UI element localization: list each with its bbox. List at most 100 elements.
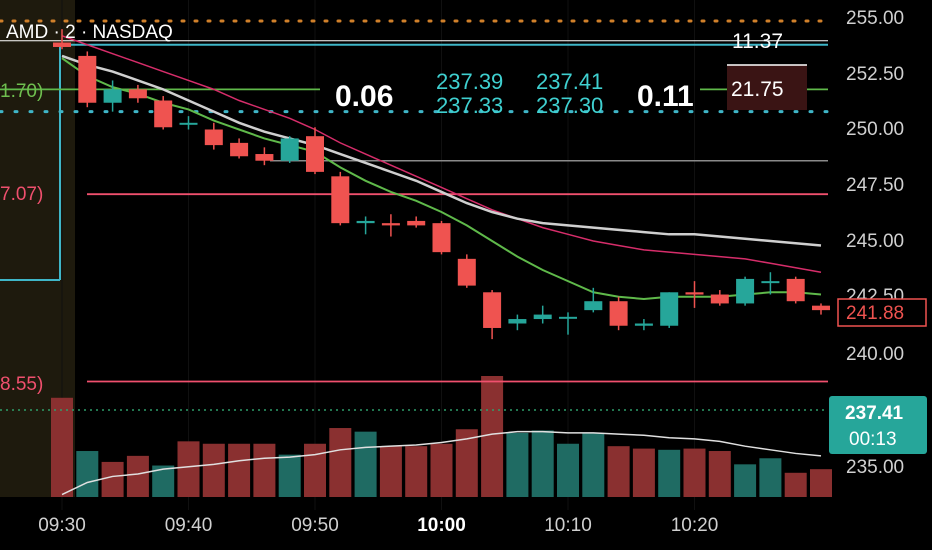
left-label-red-lower: 8.55) xyxy=(0,374,43,395)
candle-body xyxy=(483,292,502,328)
volume-bar xyxy=(531,430,554,497)
volume-bar xyxy=(278,454,301,497)
ask-top-value: 237.41 xyxy=(536,69,603,94)
last-price-box xyxy=(837,298,927,327)
spread-left-value: 0.06 xyxy=(335,80,393,113)
current-price-box xyxy=(829,396,927,454)
candle-body xyxy=(457,258,476,286)
candle-body xyxy=(331,176,350,224)
volume-bar xyxy=(126,455,149,497)
price-tick: 247.50 xyxy=(846,175,904,196)
volume-bar xyxy=(379,446,402,497)
volume-bar xyxy=(784,472,807,497)
volume-bar xyxy=(683,448,706,497)
candle-body xyxy=(685,292,704,295)
volume-bar xyxy=(455,429,478,497)
candle-body xyxy=(128,89,147,99)
candle-body xyxy=(306,136,324,172)
candle-body xyxy=(280,138,299,161)
candle-body xyxy=(230,142,249,157)
bid-top-value: 237.39 xyxy=(436,69,503,94)
time-tick-label: 10:20 xyxy=(671,515,719,536)
volume-bar xyxy=(734,464,757,497)
candle-body xyxy=(432,223,451,253)
quote-readouts: 0.06 237.39 237.33 237.41 237.30 0.11 11… xyxy=(335,30,807,118)
volume-bar xyxy=(481,376,504,497)
volume-bar xyxy=(51,397,73,497)
volume-bar xyxy=(582,432,605,497)
candle-body xyxy=(103,89,122,103)
time-tick-label: 09:30 xyxy=(38,515,86,536)
volume-bar xyxy=(607,446,630,497)
candle-body xyxy=(255,154,274,161)
volume-bar xyxy=(506,432,529,497)
price-tick: 240.00 xyxy=(846,344,904,365)
volume-ma-line xyxy=(61,430,822,496)
price-tick: 252.50 xyxy=(846,64,904,85)
candle-body xyxy=(179,122,198,125)
candles xyxy=(53,29,830,340)
candle-body xyxy=(53,42,71,47)
ma-mid-line xyxy=(61,54,822,247)
price-tick: 250.00 xyxy=(846,119,904,140)
price-tick: 235.00 xyxy=(846,457,904,478)
left-label-green: 1.70) xyxy=(0,81,43,102)
volume-bar xyxy=(152,465,175,497)
candle-body xyxy=(381,223,400,226)
candle-body xyxy=(660,292,679,326)
volume-bar xyxy=(304,443,326,497)
current-price-label: 237.41 xyxy=(845,403,904,424)
volume-bar xyxy=(354,431,377,497)
volume-bar xyxy=(810,469,832,497)
symbol-title[interactable]: AMD · 2 · NASDAQ xyxy=(6,22,173,43)
price-tick: 255.00 xyxy=(846,8,904,29)
last-price-label: 241.88 xyxy=(846,303,904,324)
candle-body xyxy=(584,301,603,311)
candle-body xyxy=(609,301,628,326)
volume-bar xyxy=(202,443,225,497)
box-top-value: 11.37 xyxy=(732,30,783,53)
spread-right-value: 0.11 xyxy=(637,80,694,113)
time-tick-label: 09:50 xyxy=(291,515,339,536)
volume-bar xyxy=(658,449,681,497)
volume-bar xyxy=(759,458,782,497)
ask-bottom-value: 237.30 xyxy=(536,93,603,118)
volume-bar xyxy=(253,443,276,497)
left-level-labels: 1.70) 7.07) 8.55) xyxy=(0,81,43,395)
candle-body xyxy=(407,220,426,226)
left-label-red-upper: 7.07) xyxy=(0,184,43,205)
candle-body xyxy=(761,281,780,284)
candle-body xyxy=(356,220,375,224)
candle-body xyxy=(559,316,577,319)
candle-body xyxy=(710,294,729,304)
bar-countdown: 00:13 xyxy=(849,429,897,450)
box-bottom-value: 21.75 xyxy=(731,78,784,101)
time-tick-label: 09:40 xyxy=(165,515,213,536)
volume-bars xyxy=(51,376,832,497)
volume-bar xyxy=(329,428,352,497)
time-tick-label: 10:00 xyxy=(417,515,466,536)
candle-body xyxy=(508,319,527,324)
time-tick-label: 10:10 xyxy=(544,515,592,536)
volume-bar xyxy=(76,451,99,497)
price-tick: 245.00 xyxy=(846,231,904,252)
volume-bar xyxy=(708,451,731,497)
time-axis[interactable]: 09:30 09:40 09:50 10:00 10:10 10:20 xyxy=(38,515,718,536)
candle-body xyxy=(634,323,653,326)
price-scale[interactable]: 255.00 252.50 250.00 247.50 245.00 242.5… xyxy=(829,8,927,478)
volume-bar xyxy=(228,443,251,497)
candle-body xyxy=(786,278,805,302)
candle-body xyxy=(533,314,552,320)
volume-bar xyxy=(177,441,200,497)
candle-body xyxy=(812,305,830,311)
candle-body xyxy=(78,55,97,103)
volume-bar xyxy=(632,448,655,497)
volume-bar xyxy=(557,443,579,497)
candle-body xyxy=(736,278,755,304)
ma-slow-line xyxy=(61,35,822,273)
bid-bottom-value: 237.33 xyxy=(436,93,503,118)
volume-bar xyxy=(101,461,124,497)
candle-body xyxy=(154,100,173,128)
candle-body xyxy=(204,129,223,146)
